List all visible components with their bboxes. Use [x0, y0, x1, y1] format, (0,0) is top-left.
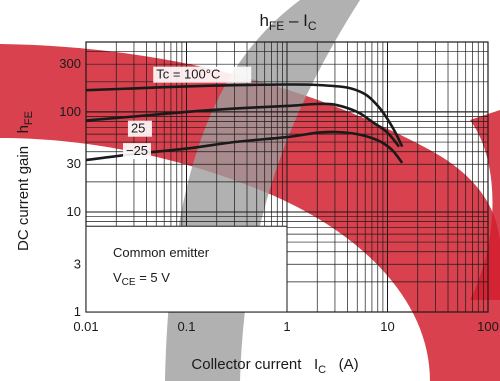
- x-axis-label-sub: C: [318, 364, 326, 376]
- x-axis-label-unit: (A): [326, 356, 359, 373]
- series-label-minus25-bg: [122, 143, 151, 160]
- y-axis-label-sub: FE: [23, 111, 35, 125]
- series-line-1: [85, 102, 401, 148]
- series-label-minus25: −25: [126, 143, 148, 158]
- title-h-sub: FE: [269, 19, 284, 33]
- y-tick-label: 1: [74, 304, 81, 319]
- series-curves: [85, 83, 404, 164]
- x-tick-label: 10: [380, 319, 394, 334]
- series-label-25: 25: [131, 121, 145, 136]
- watermark-red-swoosh: [0, 44, 500, 381]
- y-axis-label: DC current gain hFE: [15, 111, 35, 251]
- x-axis-label-main: Collector current I: [191, 356, 318, 373]
- x-tick-label: 0.01: [73, 319, 98, 334]
- vce-subscript: CE: [122, 277, 136, 288]
- series-label-100-bg: [153, 66, 252, 83]
- title-i-sub: C: [308, 19, 317, 33]
- y-tick-label: 100: [59, 104, 81, 119]
- series-line-2: [85, 130, 404, 164]
- series-label-100c: Tc = 100°C: [156, 67, 220, 82]
- series-line-0: [85, 83, 404, 148]
- y-tick-label: 300: [59, 56, 81, 71]
- x-tick-label: 0.1: [177, 319, 195, 334]
- title-sep: –: [284, 11, 303, 30]
- conditions-box: [85, 225, 288, 313]
- y-tick-label: 10: [67, 204, 81, 219]
- series-label-25-bg: [127, 120, 152, 137]
- conditions-line-1: Common emitter: [113, 245, 210, 260]
- x-tick-label: 100: [477, 319, 499, 334]
- title-h: h: [259, 11, 268, 30]
- x-tick-label: 1: [283, 319, 290, 334]
- y-tick-label: 3: [74, 256, 81, 271]
- title-i: I: [303, 11, 308, 30]
- vce-symbol: V: [113, 270, 122, 285]
- vce-value: = 5 V: [136, 270, 171, 285]
- chart-title: hFE – IC: [259, 11, 316, 33]
- y-axis-label-main: DC current gain h: [15, 125, 32, 251]
- y-tick-labels: 1 3 10 30 100 300: [59, 56, 81, 319]
- y-tick-label: 30: [67, 156, 81, 171]
- x-axis-label: Collector current IC (A): [191, 356, 358, 376]
- conditions-line-2: VCE = 5 V: [113, 270, 170, 288]
- watermark-red-lower: [470, 110, 500, 300]
- x-tick-labels: 0.01 0.1 1 10 100: [73, 319, 499, 334]
